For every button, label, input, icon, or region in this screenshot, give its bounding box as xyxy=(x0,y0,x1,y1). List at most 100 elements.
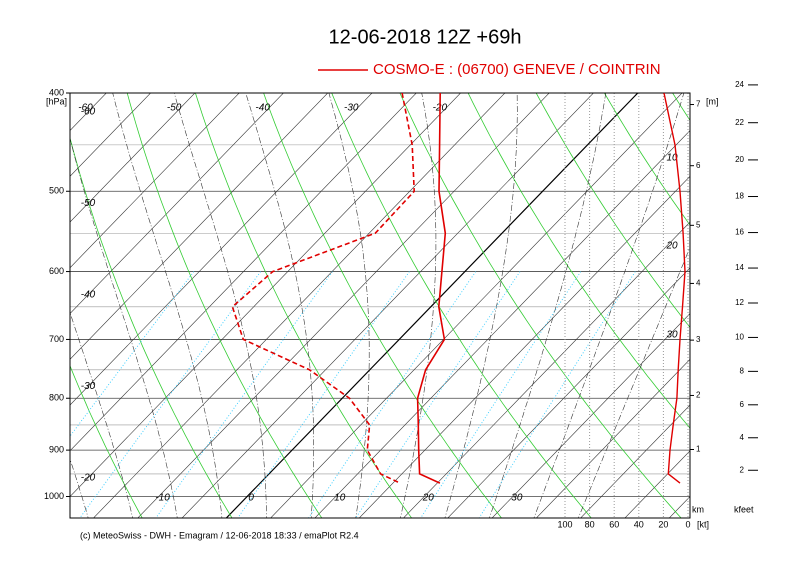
y-unit: [hPa] xyxy=(46,96,67,106)
dry-adiabat xyxy=(263,93,503,518)
temperature-label: -10 xyxy=(155,493,170,504)
temperature-label: 10 xyxy=(334,493,346,504)
wind-tick-label: 0 xyxy=(685,519,690,529)
height-unit: [m] xyxy=(706,96,719,106)
dry-adiabat xyxy=(331,93,592,518)
isotherm xyxy=(447,267,690,518)
wind-tick-label: 100 xyxy=(557,519,572,529)
y-tick-label: 700 xyxy=(49,334,64,344)
dewpoint-line xyxy=(231,93,416,484)
km-tick-label: 3 xyxy=(696,335,701,344)
temperature-line xyxy=(416,93,447,484)
moist-adiabat xyxy=(577,246,690,518)
moist-adiabat xyxy=(112,93,223,518)
isotherm xyxy=(70,93,417,452)
kfeet-tick-label: 4 xyxy=(740,433,745,442)
temperature-label: -40 xyxy=(81,290,96,301)
isotherm xyxy=(70,93,329,360)
dry-adiabat xyxy=(399,93,682,518)
isotherm xyxy=(358,175,690,518)
legend-label: COSMO-E : (06700) GENEVE / COINTRIN xyxy=(373,61,661,78)
kfeet-tick-label: 14 xyxy=(735,263,744,272)
moist-adiabat xyxy=(173,93,267,518)
y-tick-label: 900 xyxy=(49,444,64,454)
km-tick-label: 2 xyxy=(696,391,701,400)
temperature-label: -60 xyxy=(81,107,96,118)
y-tick-label: 500 xyxy=(49,186,64,196)
wind-speed-line xyxy=(663,93,686,484)
wind-tick-label: 80 xyxy=(585,519,595,529)
kfeet-label: kfeet xyxy=(734,504,754,514)
footer: (c) MeteoSwiss - DWH - Emagram / 12-06-2… xyxy=(80,530,359,540)
moist-adiabat xyxy=(70,311,134,518)
kfeet-tick-label: 2 xyxy=(740,465,745,474)
temperature-label: -50 xyxy=(167,103,182,114)
kfeet-tick-label: 16 xyxy=(735,228,744,237)
moist-adiabat xyxy=(70,458,89,518)
dry-adiabat xyxy=(467,93,690,429)
mixing-ratio xyxy=(155,271,333,518)
kfeet-tick-label: 18 xyxy=(735,192,744,201)
kfeet-tick-label: 20 xyxy=(735,155,744,164)
wind-tick-label: 40 xyxy=(634,519,644,529)
y-tick-label: 600 xyxy=(49,266,64,276)
temperature-label: -40 xyxy=(255,103,270,114)
y-tick-label: 800 xyxy=(49,393,64,403)
km-tick-label: 1 xyxy=(696,445,701,454)
km-tick-label: 7 xyxy=(696,100,701,109)
isotherm xyxy=(70,93,240,269)
speed-label: 10 xyxy=(666,153,678,164)
moist-adiabat xyxy=(400,93,437,518)
y-tick-label: 1000 xyxy=(44,491,64,501)
moist-adiabat xyxy=(533,93,685,518)
wind-unit: [kt] xyxy=(697,519,709,529)
dry-adiabat xyxy=(126,93,323,518)
temperature-label: -50 xyxy=(81,198,96,209)
temperature-label: 0 xyxy=(248,493,254,504)
isotherm xyxy=(93,93,506,518)
y-tick-label: 400 xyxy=(49,87,64,97)
moist-adiabat xyxy=(444,93,518,518)
isotherm xyxy=(70,93,462,497)
kfeet-tick-label: 10 xyxy=(735,333,744,342)
isotherm xyxy=(225,93,639,518)
mixing-ratio xyxy=(70,271,195,437)
dry-adiabat xyxy=(535,93,690,328)
wind-tick-label: 60 xyxy=(609,519,619,529)
temperature-label: -60 xyxy=(78,103,93,114)
isotherm xyxy=(580,404,690,518)
mixing-ratio xyxy=(79,271,262,518)
kfeet-tick-label: 24 xyxy=(735,80,744,89)
isotherm xyxy=(181,93,594,518)
moist-adiabat xyxy=(245,93,314,518)
kfeet-tick-label: 22 xyxy=(735,118,744,127)
isotherm xyxy=(535,358,690,518)
temperature-label: 30 xyxy=(511,493,523,504)
temperature-label: -30 xyxy=(81,381,96,392)
km-label: km xyxy=(692,504,704,514)
isotherm xyxy=(70,93,284,314)
km-tick-label: 4 xyxy=(696,279,701,288)
mixing-ratio xyxy=(237,271,410,518)
dry-adiabat xyxy=(603,93,690,226)
isotherm xyxy=(270,93,683,518)
chart-title: 12-06-2018 12Z +69h xyxy=(329,26,522,48)
mixing-ratio xyxy=(355,271,521,518)
plot-frame xyxy=(69,92,691,519)
kfeet-tick-label: 12 xyxy=(735,298,744,307)
km-tick-label: 5 xyxy=(696,220,701,229)
temperature-label: 20 xyxy=(422,493,435,504)
speed-label: 30 xyxy=(666,330,678,341)
mixing-ratio xyxy=(420,271,582,518)
profiles xyxy=(231,93,686,484)
km-tick-label: 6 xyxy=(696,161,701,170)
kfeet-tick-label: 6 xyxy=(740,400,745,409)
dry-adiabat xyxy=(70,364,143,518)
dry-adiabat xyxy=(70,136,233,518)
temperature-label: -30 xyxy=(344,103,359,114)
temperature-label: -20 xyxy=(81,473,96,484)
wind-tick-label: 20 xyxy=(658,519,668,529)
